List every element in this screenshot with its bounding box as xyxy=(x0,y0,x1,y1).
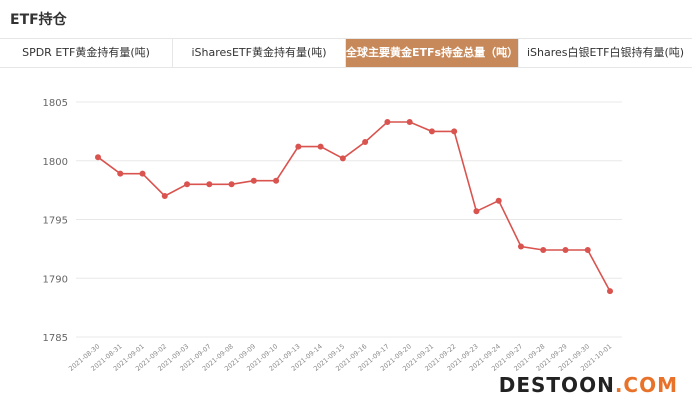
tab-ishares-gold-holdings[interactable]: iSharesETF黄金持有量(吨) xyxy=(173,39,346,67)
data-point[interactable] xyxy=(139,170,146,177)
data-point[interactable] xyxy=(384,118,391,125)
data-point[interactable] xyxy=(607,288,613,295)
series-line xyxy=(97,121,611,292)
data-point[interactable] xyxy=(451,128,458,135)
data-point[interactable] xyxy=(406,118,413,125)
site-watermark: DESTOON.COM xyxy=(499,373,678,397)
y-axis-ticks: 1805 1800 1795 1790 1785 xyxy=(43,98,68,344)
data-point[interactable] xyxy=(428,128,435,135)
data-point[interactable] xyxy=(295,143,302,150)
data-point[interactable] xyxy=(495,197,502,204)
data-point[interactable] xyxy=(362,138,369,145)
data-point[interactable] xyxy=(317,143,324,150)
page-header: ETF持仓 xyxy=(0,0,692,36)
y-tick-label: 1800 xyxy=(43,157,68,168)
data-point[interactable] xyxy=(95,154,101,161)
data-point[interactable] xyxy=(540,247,547,254)
data-point[interactable] xyxy=(562,247,569,254)
y-tick-label: 1795 xyxy=(43,216,68,227)
y-tick-label: 1785 xyxy=(43,333,68,344)
tab-spdr-gold-holdings[interactable]: SPDR ETF黄金持有量(吨) xyxy=(0,39,173,67)
data-point[interactable] xyxy=(206,181,213,188)
tab-bar: SPDR ETF黄金持有量(吨) iSharesETF黄金持有量(吨) 全球主要… xyxy=(0,38,692,68)
data-point[interactable] xyxy=(473,208,480,215)
data-point[interactable] xyxy=(184,181,191,188)
data-point[interactable] xyxy=(517,243,524,250)
data-points[interactable] xyxy=(95,118,613,295)
y-tick-label: 1805 xyxy=(43,98,68,109)
tab-ishares-silver-holdings[interactable]: iShares白银ETF白银持有量(吨) xyxy=(526,46,685,59)
x-axis-ticks: 2021-08-302021-08-312021-09-012021-09-02… xyxy=(67,342,613,372)
page-title: ETF持仓 xyxy=(10,12,67,28)
watermark-part-accent: .COM xyxy=(614,373,678,397)
grid-lines xyxy=(76,101,622,338)
tab-global-gold-etfs-total[interactable]: 全球主要黄金ETFs持金总量（吨） xyxy=(346,39,519,67)
data-point[interactable] xyxy=(161,193,168,199)
data-point[interactable] xyxy=(117,170,124,177)
watermark-part-main: DESTOON xyxy=(498,373,615,397)
etf-holdings-line-chart: 1805 1800 1795 1790 1785 2021-08-302021-08-3… xyxy=(43,98,622,373)
data-point[interactable] xyxy=(228,181,235,188)
data-point[interactable] xyxy=(584,247,591,254)
data-point[interactable] xyxy=(273,177,280,184)
data-point[interactable] xyxy=(339,155,346,162)
data-point[interactable] xyxy=(250,177,257,184)
y-tick-label: 1790 xyxy=(43,274,68,285)
